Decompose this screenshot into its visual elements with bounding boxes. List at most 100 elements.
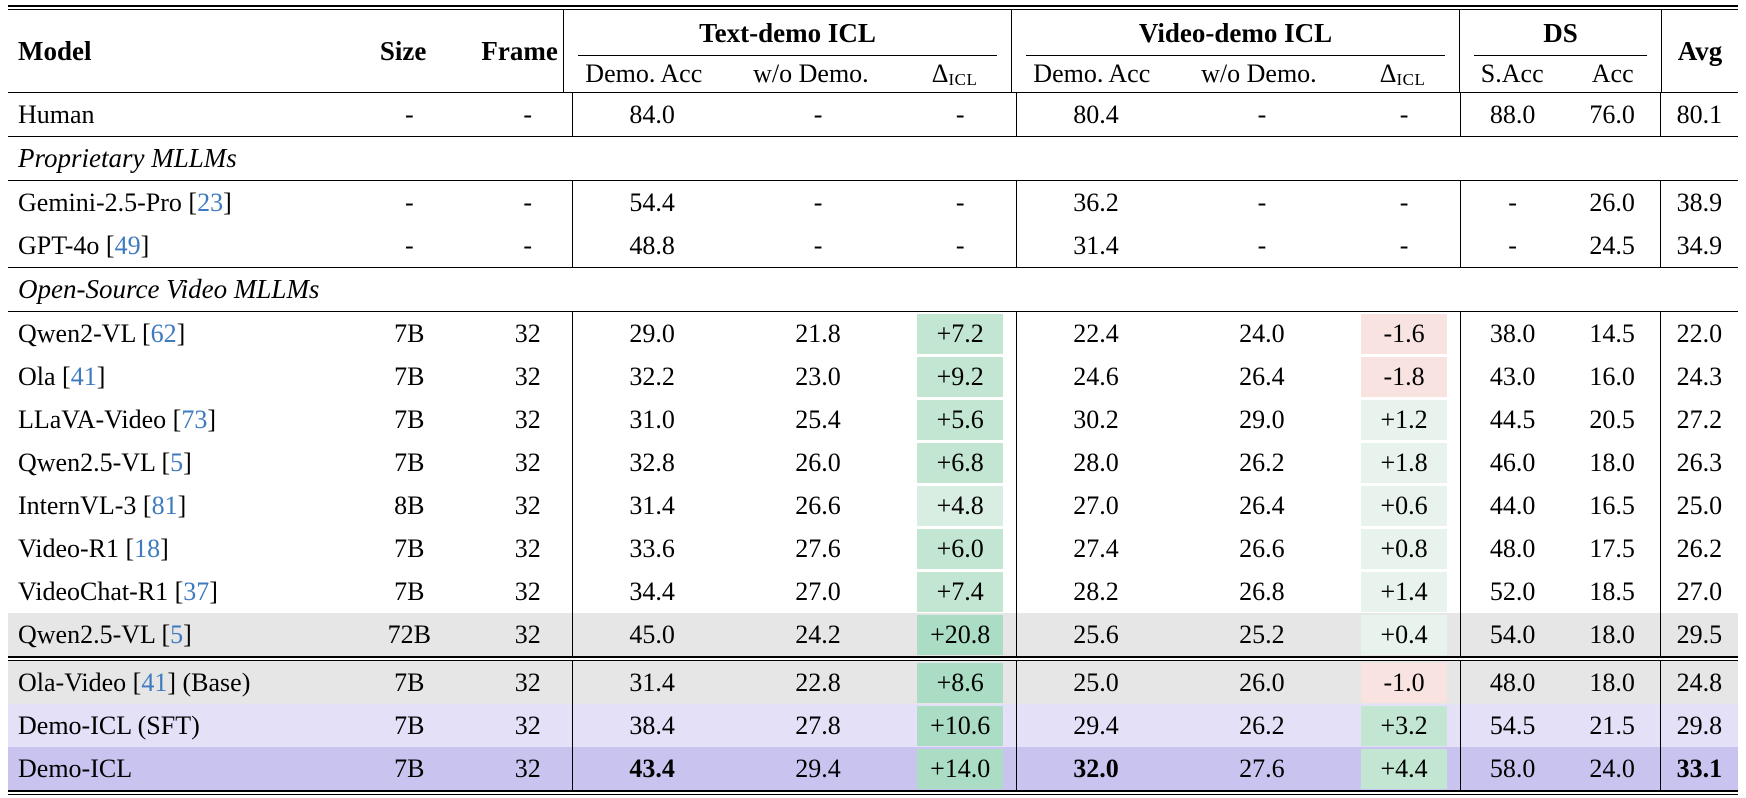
cell-frame: 32 <box>484 441 573 484</box>
cell-demo-acc: 34.4 <box>573 570 732 613</box>
cell-value: 29.0 <box>629 318 675 348</box>
cell-wo-demo: - <box>1175 93 1348 136</box>
cell-value: 76.0 <box>1589 99 1635 129</box>
cell-value: 28.2 <box>1073 576 1119 606</box>
cell-wo-demo: - <box>731 181 904 224</box>
cell-value: 43.0 <box>1489 361 1536 391</box>
citation-link[interactable]: 5 <box>170 619 184 649</box>
model-name: Qwen2-VL [ <box>18 318 151 348</box>
cell-demo-acc: 32.0 <box>1017 747 1176 790</box>
citation-link[interactable]: 62 <box>150 318 177 348</box>
subheader-delta-icl: Δ ICL <box>931 59 978 89</box>
section-header: Open-Source Video MLLMs <box>8 267 1738 312</box>
cell-value: 26.6 <box>795 490 841 520</box>
cell-value: 27.0 <box>795 576 841 606</box>
cell-value: 29.0 <box>1239 404 1285 434</box>
delta-chip: -1.8 <box>1361 356 1448 397</box>
cell-acc: 18.0 <box>1565 661 1661 704</box>
citation-link[interactable]: 49 <box>114 230 141 260</box>
group-header-text-demo-icl-title: Text-demo ICL <box>564 10 1011 56</box>
cell-demo-acc: 28.2 <box>1017 570 1176 613</box>
model-name: Gemini-2.5-Pro [ <box>18 187 198 217</box>
table-row: Human - - 84.0 - - 80.4 - - 88.0 76.0 80.1 <box>8 93 1738 136</box>
cell-sacc: 46.0 <box>1461 441 1565 484</box>
cell-wo-demo: - <box>1175 181 1348 224</box>
citation-link[interactable]: 41 <box>141 667 168 697</box>
cell-delta-icl: -1.6 <box>1349 312 1461 355</box>
cell-wo-demo: 23.0 <box>731 355 904 398</box>
cell-acc: 14.5 <box>1565 312 1661 355</box>
cell-value: 27.6 <box>795 533 841 563</box>
cell-acc: 18.5 <box>1565 570 1661 613</box>
table-row: LLaVA-Video [73] 7B 32 31.0 25.4 +5.6 30.2 29.0… <box>8 398 1738 441</box>
citation-link[interactable]: 23 <box>197 187 224 217</box>
citation-link[interactable]: 37 <box>183 576 210 606</box>
cell-value: 43.4 <box>629 753 675 783</box>
cell-wo-demo: 27.6 <box>731 527 904 570</box>
subheader-acc: Acc <box>1591 59 1634 88</box>
model-name: Demo-ICL <box>18 753 133 783</box>
cell-value: - <box>1508 230 1517 260</box>
model-name: Video-R1 [ <box>18 533 135 563</box>
cell-value: 26.0 <box>795 447 841 477</box>
cell-frame: 32 <box>484 661 573 704</box>
citation-link[interactable]: 5 <box>170 447 184 477</box>
cell-acc: 18.0 <box>1565 613 1661 656</box>
delta-chip: +20.8 <box>917 614 1004 655</box>
cell-frame: 32 <box>484 527 573 570</box>
cell-value: 16.5 <box>1589 490 1635 520</box>
citation-link[interactable]: 81 <box>151 490 178 520</box>
cell-sacc: 44.0 <box>1461 484 1565 527</box>
cell-value: - <box>1257 187 1267 217</box>
cell-value: 31.0 <box>629 404 675 434</box>
delta-chip: +7.2 <box>917 313 1004 354</box>
cell-avg: 22.0 <box>1661 312 1738 355</box>
model-name: VideoChat-R1 [ <box>18 576 184 606</box>
cell-delta-icl: +0.8 <box>1349 527 1461 570</box>
cell-value: 29.5 <box>1676 619 1723 649</box>
cell-demo-acc: 33.6 <box>573 527 732 570</box>
cell-value: 24.0 <box>1589 753 1635 783</box>
cell-value: 25.4 <box>795 404 841 434</box>
cell-frame: - <box>484 93 573 136</box>
cell-value: - <box>1508 187 1517 217</box>
citation-link[interactable]: 41 <box>70 361 97 391</box>
col-header-size-label: Size <box>379 35 427 66</box>
table-row: VideoChat-R1 [37] 7B 32 34.4 27.0 +7.4 28.2 26.… <box>8 570 1738 613</box>
cell-delta-icl: +0.6 <box>1349 484 1461 527</box>
cell-value: 58.0 <box>1489 753 1536 783</box>
cell-value: - <box>1399 99 1409 129</box>
delta-chip: +10.6 <box>917 705 1004 746</box>
cell-size: 7B <box>394 753 425 783</box>
cell-delta-icl: +5.6 <box>905 398 1017 441</box>
section-header-label: Open-Source Video MLLMs <box>18 274 320 304</box>
subheader-demo-acc: Demo. Acc <box>1033 59 1151 88</box>
cell-frame: 32 <box>484 747 573 790</box>
cell-value: 24.3 <box>1676 361 1723 391</box>
cell-wo-demo: 26.0 <box>731 441 904 484</box>
cell-demo-acc: 22.4 <box>1017 312 1176 355</box>
citation-link[interactable]: 18 <box>134 533 161 563</box>
cell-model: Ola [41] <box>8 355 335 398</box>
cell-size: 7B <box>394 404 425 434</box>
cell-wo-demo: 26.4 <box>1175 484 1348 527</box>
delta-chip: +1.2 <box>1361 399 1448 440</box>
cell-value: 25.2 <box>1239 619 1285 649</box>
cell-delta-icl: +8.6 <box>905 661 1017 704</box>
cell-wo-demo: 24.0 <box>1175 312 1348 355</box>
cell-value: 26.4 <box>1239 361 1285 391</box>
cell-wo-demo: - <box>731 224 904 267</box>
cell-demo-acc: 25.0 <box>1017 661 1176 704</box>
table-row: Gemini-2.5-Pro [23] - - 54.4 - - 36.2 - - - 26.0 38… <box>8 181 1738 224</box>
cell-delta-icl: - <box>905 181 1017 224</box>
cell-wo-demo: 26.6 <box>1175 527 1348 570</box>
cell-wo-demo: 27.6 <box>1175 747 1348 790</box>
cell-value: - <box>1399 187 1409 217</box>
group-header-text-demo-icl: Text-demo ICL Demo. Acc w/o Demo. Δ ICL <box>564 10 1012 92</box>
model-name: GPT-4o [ <box>18 230 115 260</box>
cell-value: 34.4 <box>629 576 675 606</box>
cell-demo-acc: 31.4 <box>1017 224 1176 267</box>
delta-chip: +4.8 <box>917 485 1004 526</box>
cell-demo-acc: 32.8 <box>573 441 732 484</box>
citation-link[interactable]: 73 <box>181 404 208 434</box>
